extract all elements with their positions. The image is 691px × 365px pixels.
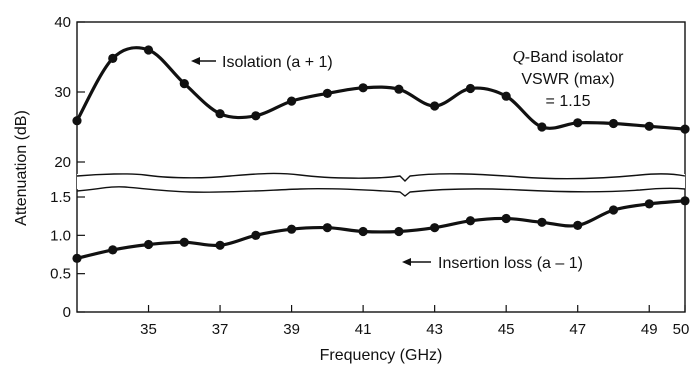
isolation-point: [608, 118, 619, 129]
insertion-loss-point: [680, 196, 690, 206]
insertion-loss-curve: [75, 199, 687, 260]
insertion-loss-point: [644, 199, 654, 209]
plot-frame: [76, 21, 686, 313]
insertion-loss-point: [286, 224, 297, 234]
series-layer: [72, 45, 690, 263]
y-tick-label-upper: 20: [54, 154, 71, 171]
q-band-letter: Q: [513, 47, 525, 66]
x-axis-ticks: 35 37 39 41 43 45 47 49 50: [140, 305, 689, 338]
isolator-note-line2: VSWR (max): [521, 71, 614, 88]
y-axis-ticks: 20 30 40 0 0.5 1.0 1.5: [50, 14, 85, 321]
insertion-loss-point: [251, 230, 261, 240]
isolator-note-line3: = 1.15: [546, 93, 591, 110]
insertion-loss-point: [143, 239, 154, 250]
isolation-point: [465, 83, 476, 94]
insertion-loss-point: [72, 253, 82, 263]
x-tick-label: 41: [355, 321, 372, 338]
isolation-point: [644, 121, 654, 131]
insertion-loss-point: [537, 217, 547, 227]
insertion-loss-point: [179, 237, 189, 247]
insertion-arrowhead: [402, 258, 411, 266]
isolation-point: [537, 122, 547, 132]
isolation-label: Isolation (a + 1): [222, 54, 333, 71]
insertion-loss-point: [430, 223, 440, 233]
y-tick-label-lower: 1.0: [50, 227, 71, 244]
isolation-point: [215, 109, 225, 119]
isolation-point: [179, 79, 189, 89]
isolation-point: [680, 124, 690, 134]
insertion-loss-point: [501, 213, 511, 224]
insertion-loss-point: [215, 240, 225, 250]
x-tick-label: 47: [569, 321, 586, 338]
insertion-loss-point: [465, 216, 476, 226]
isolation-point: [501, 91, 511, 101]
x-tick-label: 45: [498, 321, 515, 338]
insertion-loss-label: Insertion loss (a – 1): [438, 255, 583, 272]
isolation-point: [573, 118, 583, 128]
x-tick-label: 35: [140, 321, 157, 338]
insertion-loss-point: [608, 205, 619, 215]
y-axis-title: Attenuation (dB): [13, 110, 30, 226]
y-tick-label-lower: 1.5: [50, 189, 71, 206]
insertion-loss-point: [358, 226, 368, 237]
axis-break-band: [77, 173, 685, 190]
isolation-point: [322, 88, 332, 98]
isolation-point: [251, 111, 261, 121]
insertion-loss-point: [322, 223, 332, 233]
isolation-point: [143, 45, 154, 55]
y-tick-label-upper: 30: [54, 84, 71, 101]
isolation-point: [108, 53, 118, 64]
insertion-loss-point: [108, 245, 118, 255]
isolation-point: [394, 84, 404, 94]
x-tick-label: 49: [641, 321, 658, 338]
axis-break: [76, 172, 686, 197]
x-axis-title: Frequency (GHz): [320, 347, 443, 364]
y-tick-label-upper: 40: [54, 14, 71, 31]
x-tick-label: 43: [426, 321, 443, 338]
isolator-note-line1: Q-Band isolator: [513, 47, 625, 66]
isolation-point: [358, 83, 368, 93]
x-tick-label: 50: [673, 321, 690, 338]
y-tick-label-lower: 0: [63, 304, 71, 321]
isolation-arrowhead: [191, 57, 200, 65]
x-tick-label: 39: [283, 321, 300, 338]
insertion-loss-point: [394, 226, 404, 237]
isolator-note-line1-rest: -Band isolator: [525, 49, 624, 66]
isolation-point: [430, 101, 440, 111]
y-tick-label-lower: 0.5: [50, 266, 71, 283]
x-tick-label: 37: [212, 321, 229, 338]
axis-break-lower-line: [76, 186, 686, 197]
axis-break-upper-line: [76, 172, 686, 182]
isolation-point: [72, 116, 82, 126]
insertion-loss-point: [573, 220, 583, 230]
isolation-point: [286, 96, 297, 106]
